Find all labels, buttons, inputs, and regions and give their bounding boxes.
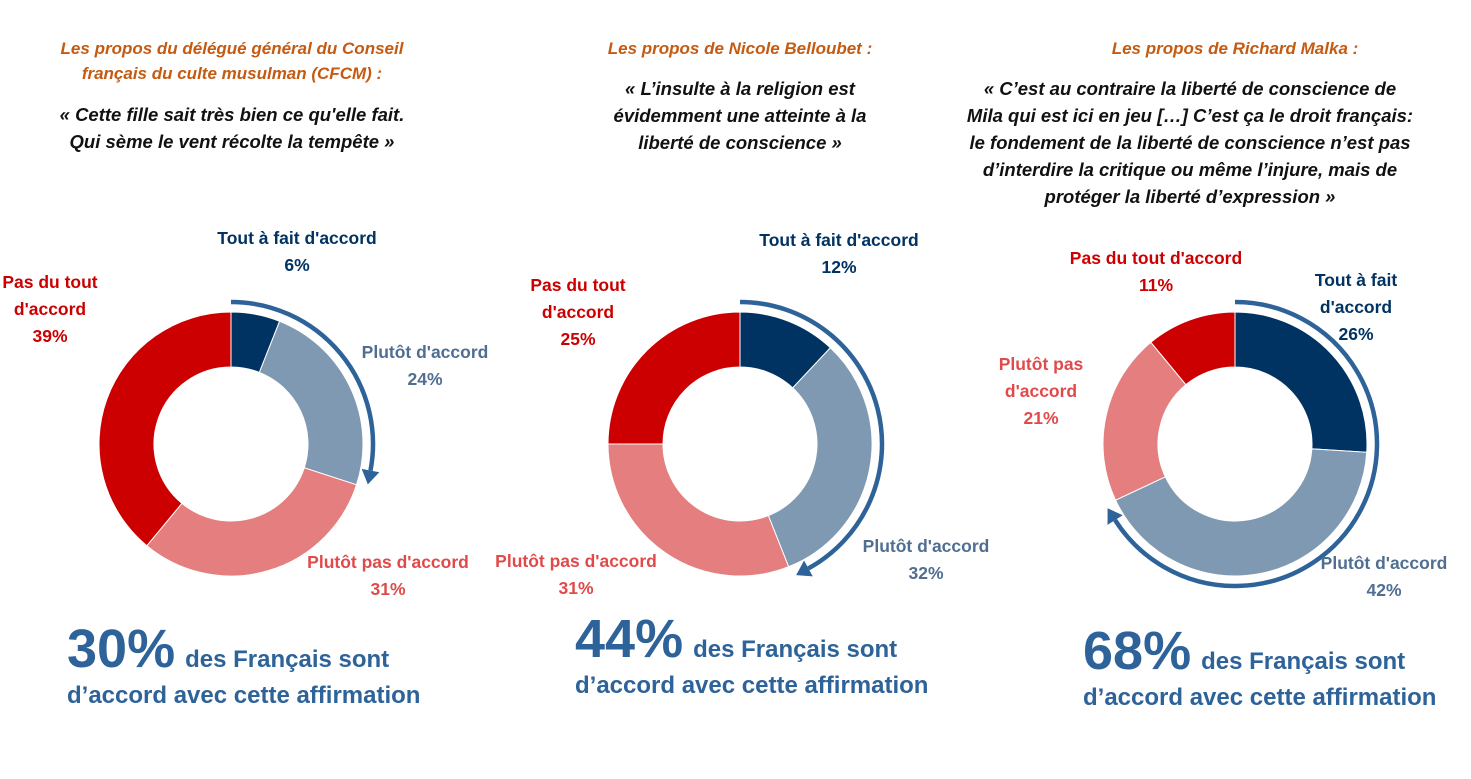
data-label-tout-a-fait: Tout à fait d'accord 26%: [1315, 267, 1397, 348]
data-label-pas-du-tout: Pas du tout d'accord 39%: [2, 269, 97, 350]
data-label-name: Plutôt d'accord: [1320, 553, 1448, 573]
data-label-name: Pas du tout d'accord: [530, 275, 626, 322]
data-label-value: 11%: [1138, 275, 1174, 295]
data-label-pas-du-tout: Pas du tout d'accord 25%: [530, 272, 625, 353]
data-label-tout-a-fait: Tout à fait d'accord 12%: [759, 227, 918, 281]
data-label-plutot-accord: Plutôt d'accord 42%: [1321, 550, 1448, 604]
data-label-value: 31%: [370, 579, 406, 599]
agreement-total: 44%: [575, 609, 684, 669]
data-label-plutot-pas: Plutôt pas d'accord 31%: [495, 548, 657, 602]
donut-slice-tout-a-fait: [1234, 311, 1368, 453]
chart-quote: « Cette fille sait très bien ce qu'elle …: [59, 104, 405, 152]
chart-quote: « C’est au contraire la liberté de consc…: [966, 78, 1414, 207]
donut-slice-plutot-pas: [607, 443, 790, 577]
agreement-arrow: [230, 299, 376, 472]
agreement-arrow: [739, 299, 885, 571]
data-label-plutot-accord: Plutôt d'accord 24%: [362, 339, 489, 393]
data-label-name: Pas du tout d'accord: [1069, 248, 1243, 268]
arrow-head: [796, 560, 813, 577]
data-label-value: 39%: [32, 326, 68, 346]
agreement-total: 68%: [1083, 621, 1192, 681]
agreement-text: d’accord avec cette affirmation: [67, 682, 421, 709]
chart-title: Les propos du délégué général du Conseil…: [60, 39, 404, 83]
data-label-value: 32%: [908, 563, 944, 583]
data-label-value: 12%: [821, 257, 857, 277]
data-label-value: 6%: [284, 255, 310, 275]
data-label-name: Tout à fait d'accord: [1314, 270, 1398, 317]
agreement-text: des Français sont: [185, 646, 390, 673]
donut-slice-pas-du-tout: [98, 311, 232, 547]
donut-slice-plutot-pas: [146, 467, 358, 577]
donut-slice-pas-du-tout: [607, 311, 741, 445]
donut-slice-plutot-accord: [767, 347, 873, 568]
data-label-plutot-pas: Plutôt pas d'accord 31%: [307, 549, 469, 603]
agreement-text: d’accord avec cette affirmation: [1083, 684, 1437, 711]
agreement-summary: 30% des Français sont d’accord avec cette …: [67, 618, 420, 710]
agreement-total: 30%: [67, 619, 176, 679]
agreement-arrow: [1113, 299, 1380, 589]
data-label-name: Plutôt pas d'accord: [998, 354, 1084, 401]
arrow-head: [361, 468, 380, 485]
agreement-summary: 68% des Français sont d’accord avec cette …: [1083, 620, 1436, 712]
data-label-name: Plutôt pas d'accord: [495, 551, 657, 571]
donut-slice-plutot-pas: [1102, 341, 1187, 501]
data-label-plutot-accord: Plutôt d'accord 32%: [863, 533, 990, 587]
chart-title: Les propos de Richard Malka :: [1111, 39, 1359, 58]
donut-slice-plutot-accord: [1114, 448, 1368, 577]
data-label-name: Plutôt pas d'accord: [307, 552, 469, 572]
agreement-text: d’accord avec cette affirmation: [575, 672, 929, 699]
agreement-summary: 44% des Français sont d’accord avec cette …: [575, 608, 928, 700]
data-label-value: 24%: [407, 369, 443, 389]
data-label-pas-du-tout: Pas du tout d'accord 11%: [1070, 245, 1242, 299]
chart-quote: « L’insulte à la religion est évidemment…: [613, 78, 867, 153]
data-label-plutot-pas: Plutôt pas d'accord 21%: [999, 351, 1084, 432]
donut-slice-plutot-accord: [258, 320, 364, 486]
data-label-value: 26%: [1338, 324, 1374, 344]
arrow-head: [1107, 508, 1123, 525]
data-label-name: Plutôt d'accord: [862, 536, 990, 556]
chart-title: Les propos de Nicole Belloubet :: [607, 39, 873, 58]
donut-slice-pas-du-tout: [1150, 311, 1236, 386]
data-label-value: 42%: [1366, 580, 1402, 600]
data-label-name: Tout à fait d'accord: [217, 228, 377, 248]
data-label-name: Tout à fait d'accord: [759, 230, 919, 250]
agreement-text: des Français sont: [693, 636, 898, 663]
data-label-value: 21%: [1023, 408, 1059, 428]
data-label-name: Pas du tout d'accord: [2, 272, 98, 319]
agreement-text: des Français sont: [1201, 648, 1406, 675]
data-label-value: 31%: [558, 578, 594, 598]
data-label-name: Plutôt d'accord: [361, 342, 489, 362]
data-label-tout-a-fait: Tout à fait d'accord 6%: [217, 225, 376, 279]
data-label-value: 25%: [560, 329, 596, 349]
